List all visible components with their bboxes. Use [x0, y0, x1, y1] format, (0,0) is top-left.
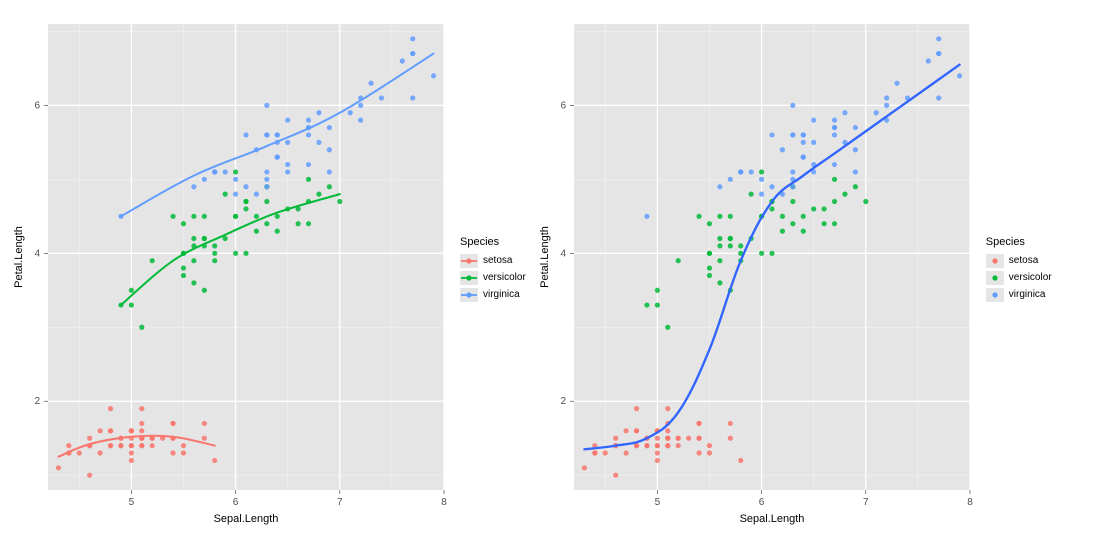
legend-item-versicolor: versicolor	[986, 271, 1052, 285]
legend-label: versicolor	[483, 272, 526, 283]
legend-item-virginica: virginica	[986, 288, 1052, 302]
svg-text:Petal.Length: Petal.Length	[13, 226, 25, 288]
legend-label: setosa	[483, 255, 512, 266]
chart-right-wrap: 5 6 7 8 2 4 6 Sepal.Length Petal.Length Species s…	[536, 10, 1052, 530]
legend-label: virginica	[483, 289, 520, 300]
legend-swatch-versicolor	[986, 271, 1004, 285]
legend-label: versicolor	[1009, 272, 1052, 283]
legend-item-virginica: virginica	[460, 288, 526, 302]
svg-text:5: 5	[654, 497, 660, 508]
legend-swatch-versicolor	[460, 271, 478, 285]
svg-text:7: 7	[337, 497, 343, 508]
legend-item-versicolor: versicolor	[460, 271, 526, 285]
legend-item-setosa: setosa	[986, 254, 1052, 268]
svg-text:4: 4	[34, 248, 40, 259]
legend-label: setosa	[1009, 255, 1038, 266]
svg-text:8: 8	[441, 497, 447, 508]
svg-text:6: 6	[560, 100, 566, 111]
svg-text:5: 5	[129, 497, 135, 508]
svg-text:6: 6	[233, 497, 239, 508]
legend-title: Species	[460, 236, 526, 248]
scatter-chart-right: 5 6 7 8 2 4 6 Sepal.Length Petal.Length	[536, 10, 976, 530]
scatter-chart-left: 5 6 7 8 2 4 6 Sepal.Length Petal.Length	[10, 10, 450, 530]
legend-swatch-virginica	[460, 288, 478, 302]
legend-swatch-setosa	[460, 254, 478, 268]
chart-left-wrap: 5 6 7 8 2 4 6 Sepal.Length Petal.Length Species s…	[10, 10, 526, 530]
legend-swatch-setosa	[986, 254, 1004, 268]
svg-text:2: 2	[34, 396, 40, 407]
svg-text:8: 8	[967, 497, 973, 508]
svg-text:Petal.Length: Petal.Length	[539, 226, 551, 288]
svg-text:4: 4	[560, 248, 566, 259]
legend-swatch-virginica	[986, 288, 1004, 302]
svg-text:6: 6	[759, 497, 765, 508]
charts-row: 5 6 7 8 2 4 6 Sepal.Length Petal.Length Species s…	[10, 10, 1090, 530]
svg-text:2: 2	[560, 396, 566, 407]
svg-text:Sepal.Length: Sepal.Length	[214, 513, 279, 525]
svg-text:7: 7	[863, 497, 869, 508]
legend-item-setosa: setosa	[460, 254, 526, 268]
legend-title: Species	[986, 236, 1052, 248]
legend-label: virginica	[1009, 289, 1046, 300]
svg-text:Sepal.Length: Sepal.Length	[739, 513, 804, 525]
legend-left: Species setosa versicolor virginica	[460, 236, 526, 305]
svg-text:6: 6	[34, 100, 40, 111]
legend-right: Species setosa versicolor virginica	[986, 236, 1052, 305]
